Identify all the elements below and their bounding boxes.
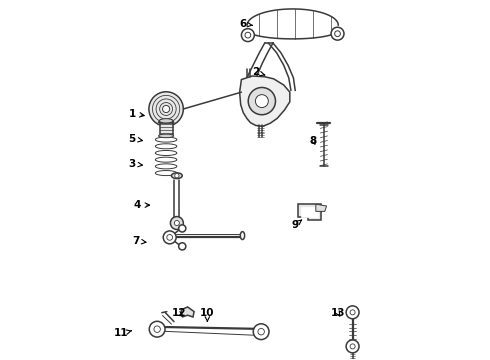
Text: 11: 11	[114, 328, 131, 338]
Circle shape	[154, 326, 160, 332]
Circle shape	[245, 32, 251, 38]
Circle shape	[163, 231, 176, 244]
Circle shape	[179, 243, 186, 250]
Circle shape	[149, 321, 165, 337]
Polygon shape	[160, 123, 172, 135]
Circle shape	[171, 217, 183, 229]
Circle shape	[350, 344, 355, 349]
Ellipse shape	[172, 173, 182, 179]
Circle shape	[346, 340, 359, 353]
Circle shape	[175, 174, 179, 178]
Circle shape	[346, 306, 359, 319]
Text: 1: 1	[128, 109, 144, 119]
Circle shape	[179, 225, 186, 232]
Polygon shape	[301, 207, 318, 217]
Polygon shape	[240, 76, 290, 126]
Circle shape	[335, 31, 341, 37]
Text: 13: 13	[331, 309, 345, 318]
Text: 4: 4	[134, 200, 149, 210]
Circle shape	[167, 234, 172, 240]
Circle shape	[255, 95, 269, 108]
Text: 7: 7	[132, 236, 146, 246]
Text: 12: 12	[172, 309, 186, 318]
Polygon shape	[316, 204, 326, 211]
Text: 5: 5	[128, 134, 143, 144]
Ellipse shape	[159, 134, 173, 138]
Circle shape	[258, 328, 265, 335]
Circle shape	[331, 27, 344, 40]
Ellipse shape	[240, 231, 245, 239]
Text: 9: 9	[292, 220, 302, 230]
Polygon shape	[181, 307, 194, 317]
Text: 6: 6	[240, 19, 252, 29]
Text: 10: 10	[200, 309, 215, 321]
Polygon shape	[298, 204, 321, 220]
Polygon shape	[158, 120, 174, 123]
Circle shape	[253, 324, 269, 339]
Circle shape	[174, 221, 179, 226]
Circle shape	[248, 87, 275, 115]
Ellipse shape	[159, 119, 173, 123]
Circle shape	[163, 105, 170, 113]
Text: 3: 3	[128, 159, 143, 169]
Circle shape	[242, 29, 254, 41]
Circle shape	[149, 92, 183, 126]
Text: 2: 2	[252, 67, 265, 77]
Circle shape	[350, 310, 355, 315]
Text: 8: 8	[310, 136, 317, 145]
